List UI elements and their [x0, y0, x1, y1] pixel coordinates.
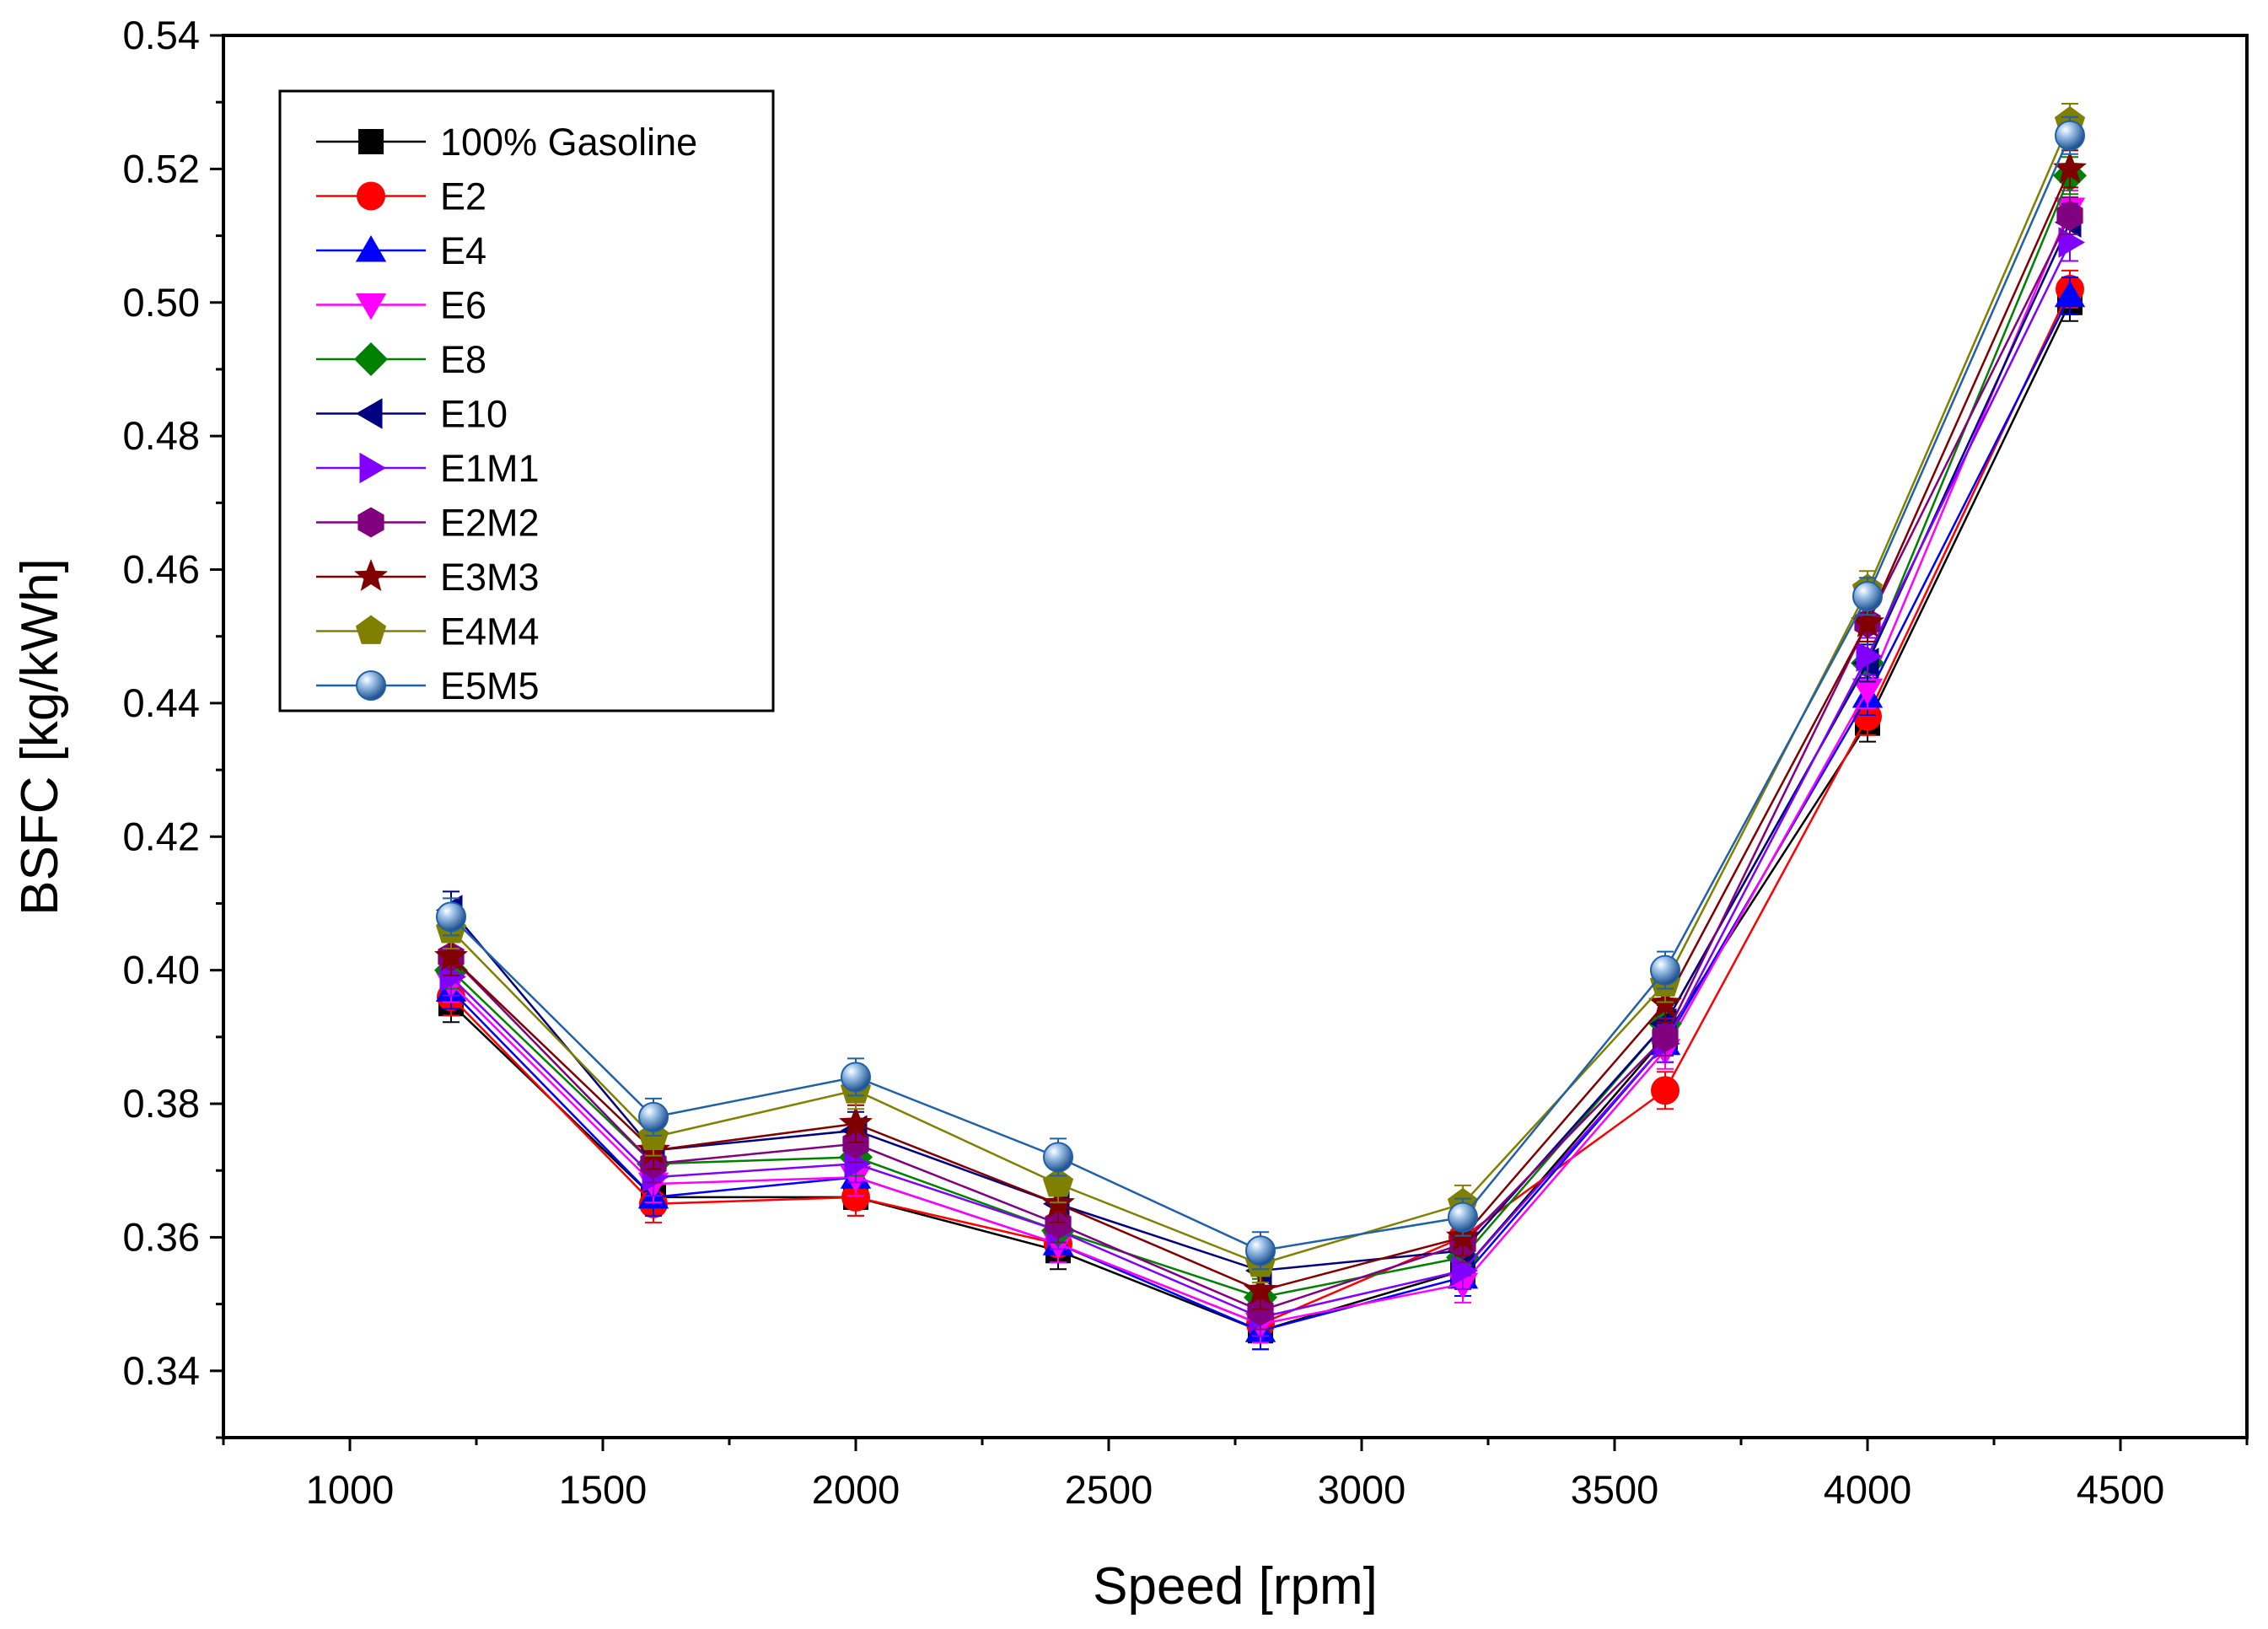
data-point [1244, 1272, 1277, 1305]
data-point [1045, 1208, 1072, 1239]
legend-item: E2 [316, 175, 486, 218]
legend-marker [359, 452, 386, 484]
x-axis-title: Speed [rpm] [1093, 1557, 1378, 1616]
data-point [841, 1062, 871, 1093]
data-point [1856, 641, 1883, 672]
legend-item: E6 [316, 284, 486, 327]
data-point [1448, 1202, 1478, 1233]
data-point [839, 1105, 873, 1138]
y-tick-label: 0.46 [123, 547, 200, 592]
data-point [2054, 280, 2086, 308]
legend-item: E10 [316, 393, 508, 436]
y-tick-label: 0.44 [123, 680, 200, 725]
x-tick-label: 4500 [2077, 1467, 2165, 1512]
data-point [2053, 151, 2087, 184]
x-tick-label: 3000 [1318, 1467, 1406, 1512]
legend-marker [355, 235, 387, 262]
legend-label: E3M3 [440, 556, 540, 599]
legend-label: E6 [440, 284, 486, 327]
legend-label: E4 [440, 229, 486, 272]
y-tick-label: 0.52 [123, 146, 200, 191]
legend-item: E1M1 [316, 447, 540, 490]
legend-item: E5M5 [316, 664, 540, 707]
y-tick-label: 0.36 [123, 1214, 200, 1259]
y-axis-title: BSFC [kg/kWh] [11, 558, 69, 916]
y-tick-label: 0.48 [123, 413, 200, 458]
data-point [841, 1182, 870, 1212]
data-point [1851, 605, 1884, 637]
legend-item: E3M3 [316, 556, 540, 599]
legend-label: E2 [440, 175, 486, 218]
y-tick-label: 0.38 [123, 1081, 200, 1126]
data-point [436, 901, 466, 933]
x-tick-label: 3500 [1571, 1467, 1659, 1512]
legend: 100% Gasoline E2 E4 E6 E8 E10 E1M1 E2M2 E3M3 E4M4… [278, 89, 775, 712]
legend-marker [354, 559, 388, 591]
x-tick-label: 2000 [812, 1467, 900, 1512]
y-tick-label: 0.40 [123, 948, 200, 992]
legend-label: 100% Gasoline [440, 121, 697, 164]
y-tick-label: 0.50 [123, 280, 200, 325]
x-tick-label: 4000 [1824, 1467, 1912, 1512]
legend-marker [357, 507, 384, 538]
data-point [1247, 1295, 1274, 1326]
x-axis: 1000 1500 2000 2500 3000 3500 4000 4500 [222, 1438, 2249, 1512]
legend-label: E10 [440, 393, 508, 436]
legend-item: E4 [316, 229, 486, 272]
x-tick-label: 1500 [559, 1467, 648, 1512]
legend-item: E2M2 [316, 502, 540, 545]
data-point [1245, 1235, 1276, 1266]
legend-marker [354, 342, 388, 376]
legend-item: E8 [316, 338, 486, 381]
y-tick-label: 0.54 [123, 13, 200, 57]
legend-marker [355, 615, 387, 644]
data-point [2055, 120, 2085, 151]
legend-marker [357, 181, 385, 211]
legend-marker [358, 129, 384, 154]
data-point [1652, 1021, 1679, 1052]
x-tick-label: 1000 [306, 1467, 395, 1512]
series-layer [434, 102, 2087, 1351]
data-point [2056, 200, 2083, 231]
legend-label: E2M2 [440, 502, 540, 545]
data-point [1650, 954, 1680, 986]
legend-marker [356, 670, 386, 701]
legend-item: E4M4 [316, 610, 540, 653]
legend-label: E1M1 [440, 447, 540, 490]
data-point [1852, 581, 1883, 612]
legend-label: E5M5 [440, 664, 540, 707]
series-e5m5 [436, 116, 2085, 1271]
y-tick-label: 0.34 [123, 1348, 200, 1393]
data-point [638, 1101, 669, 1132]
data-point [1043, 1142, 1073, 1173]
legend-marker [356, 398, 383, 429]
legend-marker [355, 293, 387, 320]
data-point [1851, 678, 1884, 706]
y-tick-label: 0.42 [123, 814, 200, 858]
legend-label: E8 [440, 338, 486, 381]
x-tick-label: 2500 [1065, 1467, 1153, 1512]
data-point [434, 938, 468, 971]
data-point [1651, 1076, 1680, 1105]
legend-item: 100% Gasoline [316, 121, 697, 164]
data-point [842, 1128, 869, 1159]
legend-label: E4M4 [440, 610, 540, 653]
y-axis: 0.34 0.36 0.38 0.40 0.42 0.44 0.46 0.48 0.50 0.52… [123, 13, 223, 1439]
